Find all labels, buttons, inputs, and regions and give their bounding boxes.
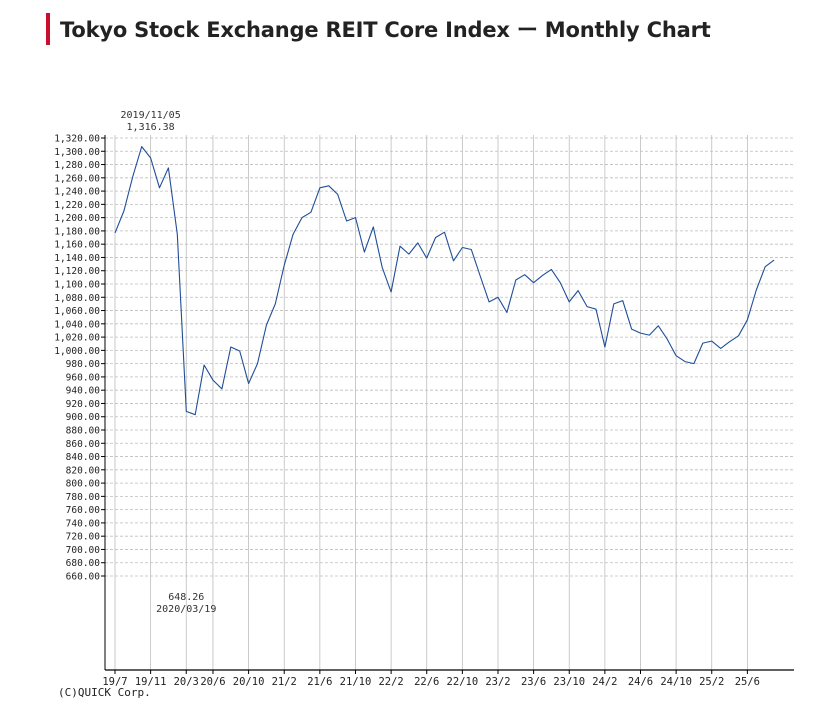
y-tick-label: 1,240.00 bbox=[54, 187, 100, 198]
y-tick-label: 1,140.00 bbox=[54, 253, 100, 264]
chart-header: Tokyo Stock Exchange REIT Core Index ー M… bbox=[46, 12, 711, 46]
y-tick-label: 860.00 bbox=[66, 439, 101, 450]
title-accent-bar bbox=[46, 13, 50, 45]
y-tick-label: 1,320.00 bbox=[54, 134, 100, 145]
x-tick-label: 19/7 bbox=[102, 676, 127, 688]
x-tick-label: 24/2 bbox=[592, 676, 617, 688]
high-value-label: 1,316.38 bbox=[127, 122, 175, 133]
y-tick-label: 1,100.00 bbox=[54, 280, 100, 291]
y-tick-label: 680.00 bbox=[66, 558, 101, 569]
low-date-label: 2020/03/19 bbox=[156, 604, 216, 615]
y-tick-label: 700.00 bbox=[66, 545, 101, 556]
y-tick-label: 900.00 bbox=[66, 412, 101, 423]
y-tick-label: 1,260.00 bbox=[54, 173, 100, 184]
y-tick-label: 1,080.00 bbox=[54, 293, 100, 304]
y-tick-label: 1,040.00 bbox=[54, 319, 100, 330]
x-tick-label: 24/10 bbox=[660, 676, 692, 688]
y-tick-label: 840.00 bbox=[66, 452, 101, 463]
x-tick-label: 20/3 bbox=[174, 676, 199, 688]
y-tick-label: 1,180.00 bbox=[54, 226, 100, 237]
y-tick-label: 1,000.00 bbox=[54, 346, 100, 357]
x-tick-label: 22/10 bbox=[447, 676, 479, 688]
y-tick-label: 1,220.00 bbox=[54, 200, 100, 211]
y-tick-label: 1,120.00 bbox=[54, 266, 100, 277]
y-tick-label: 820.00 bbox=[66, 465, 101, 476]
y-tick-label: 920.00 bbox=[66, 399, 101, 410]
x-axis-ticks: 19/7 19/11 20/3 20/6 20/10 21/2 21/6 21/10 22/2 2… bbox=[102, 670, 760, 688]
y-tick-label: 1,300.00 bbox=[54, 147, 100, 158]
x-tick-label: 23/10 bbox=[553, 676, 585, 688]
x-tick-label: 22/6 bbox=[414, 676, 439, 688]
x-tick-label: 24/6 bbox=[628, 676, 653, 688]
x-tick-label: 20/10 bbox=[233, 676, 265, 688]
y-tick-label: 720.00 bbox=[66, 532, 101, 543]
x-tick-label: 25/2 bbox=[699, 676, 724, 688]
series-line bbox=[114, 146, 775, 416]
chart-series bbox=[114, 146, 775, 416]
x-tick-label: 22/2 bbox=[378, 676, 403, 688]
copyright-text: (C)QUICK Corp. bbox=[58, 686, 151, 699]
y-tick-label: 960.00 bbox=[66, 372, 101, 383]
x-tick-label: 25/6 bbox=[735, 676, 760, 688]
y-tick-label: 740.00 bbox=[66, 518, 101, 529]
y-tick-label: 1,060.00 bbox=[54, 306, 100, 317]
high-annotation: 2019/11/051,316.38 bbox=[121, 110, 181, 133]
high-date-label: 2019/11/05 bbox=[121, 110, 181, 121]
y-tick-label: 880.00 bbox=[66, 426, 101, 437]
x-tick-label: 23/2 bbox=[485, 676, 510, 688]
y-tick-label: 1,200.00 bbox=[54, 213, 100, 224]
chart-axes bbox=[104, 135, 794, 671]
y-tick-label: 1,280.00 bbox=[54, 160, 100, 171]
y-tick-label: 980.00 bbox=[66, 359, 101, 370]
chart-grid bbox=[105, 135, 794, 670]
x-tick-label: 21/6 bbox=[307, 676, 332, 688]
x-tick-label: 19/11 bbox=[135, 676, 167, 688]
x-tick-label: 21/10 bbox=[340, 676, 372, 688]
page-title: Tokyo Stock Exchange REIT Core Index ー M… bbox=[60, 18, 711, 42]
y-tick-label: 940.00 bbox=[66, 386, 101, 397]
y-tick-label: 800.00 bbox=[66, 479, 101, 490]
low-value-label: 648.26 bbox=[168, 592, 204, 603]
x-tick-label: 20/6 bbox=[200, 676, 225, 688]
x-tick-label: 23/6 bbox=[521, 676, 546, 688]
y-tick-label: 780.00 bbox=[66, 492, 101, 503]
x-tick-label: 21/2 bbox=[272, 676, 297, 688]
y-axis-ticks: 1,320.00 1,300.00 1,280.00 1,260.00 1,240.00… bbox=[54, 134, 105, 583]
y-tick-label: 660.00 bbox=[66, 572, 101, 583]
y-tick-label: 1,160.00 bbox=[54, 240, 100, 251]
y-tick-label: 760.00 bbox=[66, 505, 101, 516]
y-tick-label: 1,020.00 bbox=[54, 333, 100, 344]
